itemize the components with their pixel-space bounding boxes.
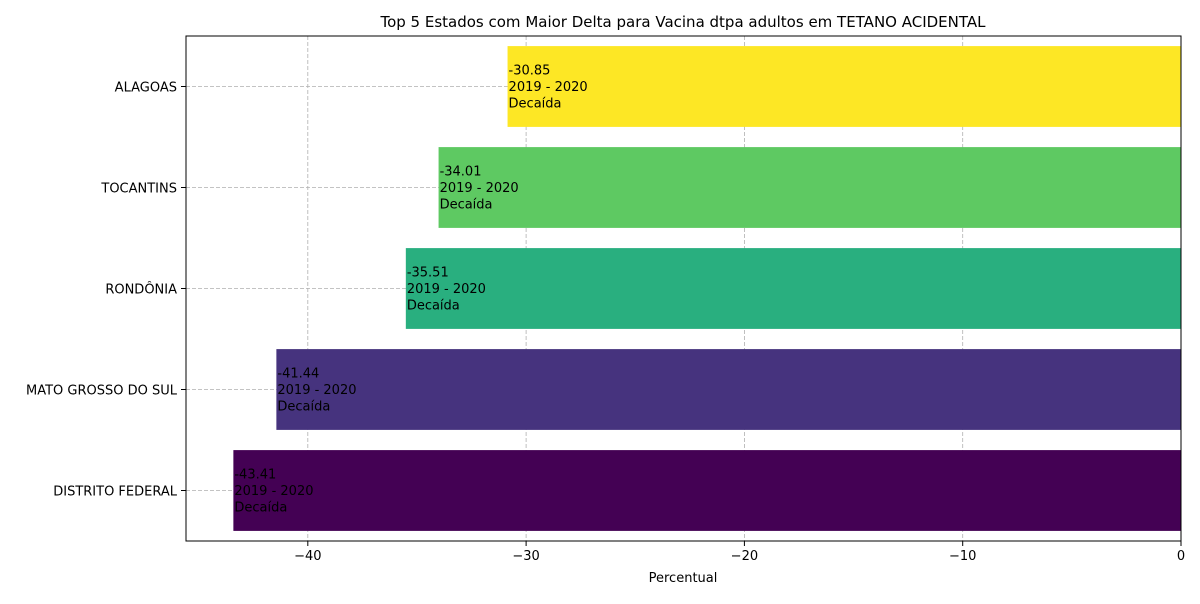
bar-trend-label: Decaída xyxy=(277,400,330,415)
bar-value-label: -30.85 xyxy=(509,64,551,79)
bar-annotation: -30.85 2019 - 2020 Decaída xyxy=(509,64,588,112)
bar xyxy=(438,147,1182,228)
bar-period-label: 2019 - 2020 xyxy=(440,181,519,196)
bar-period-label: 2019 - 2020 xyxy=(509,80,588,95)
bar-annotation: -35.51 2019 - 2020 Decaída xyxy=(407,266,486,314)
x-tick-label: −30 xyxy=(512,549,539,564)
bar-value-label: -41.44 xyxy=(277,367,319,382)
bar-annotation: -41.44 2019 - 2020 Decaída xyxy=(277,367,356,415)
chart-title: Top 5 Estados com Maior Delta para Vacin… xyxy=(379,13,986,31)
bar-trend-label: Decaída xyxy=(407,299,460,314)
y-tick-label: MATO GROSSO DO SUL xyxy=(26,384,178,399)
bar-period-label: 2019 - 2020 xyxy=(407,282,486,297)
bar xyxy=(233,450,1182,531)
bar-annotation: -43.41 2019 - 2020 Decaída xyxy=(234,468,313,516)
bar-annotations: -43.41 2019 - 2020 Decaída-41.44 2019 - 202… xyxy=(234,64,587,516)
y-tick-label: RONDÔNIA xyxy=(105,282,177,298)
bar xyxy=(276,349,1182,430)
x-tick-label: 0 xyxy=(1177,549,1185,564)
bars xyxy=(233,46,1182,531)
bar-value-label: -43.41 xyxy=(234,468,276,483)
bar-value-label: -34.01 xyxy=(440,165,482,180)
y-tick-label: DISTRITO FEDERAL xyxy=(53,485,178,500)
bar-trend-label: Decaída xyxy=(234,501,287,516)
y-axis-ticks: DISTRITO FEDERAL MATO GROSSO DO SUL RONDÔN… xyxy=(26,81,186,500)
y-tick-label: TOCANTINS xyxy=(100,182,177,197)
bar-period-label: 2019 - 2020 xyxy=(234,484,313,499)
bar-trend-label: Decaída xyxy=(509,97,562,112)
bar-trend-label: Decaída xyxy=(440,198,493,213)
bar-period-label: 2019 - 2020 xyxy=(277,383,356,398)
x-tick-label: −40 xyxy=(294,549,321,564)
bar-annotation: -34.01 2019 - 2020 Decaída xyxy=(440,165,519,213)
x-tick-label: −20 xyxy=(731,549,758,564)
x-tick-label: −10 xyxy=(949,549,976,564)
bar xyxy=(405,248,1182,329)
y-tick-label: ALAGOAS xyxy=(115,81,177,96)
x-axis-ticks: −40 −30 −20 −10 0 xyxy=(294,541,1185,564)
bar xyxy=(507,46,1181,127)
x-axis-label: Percentual xyxy=(649,571,718,586)
bar-value-label: -35.51 xyxy=(407,266,449,281)
